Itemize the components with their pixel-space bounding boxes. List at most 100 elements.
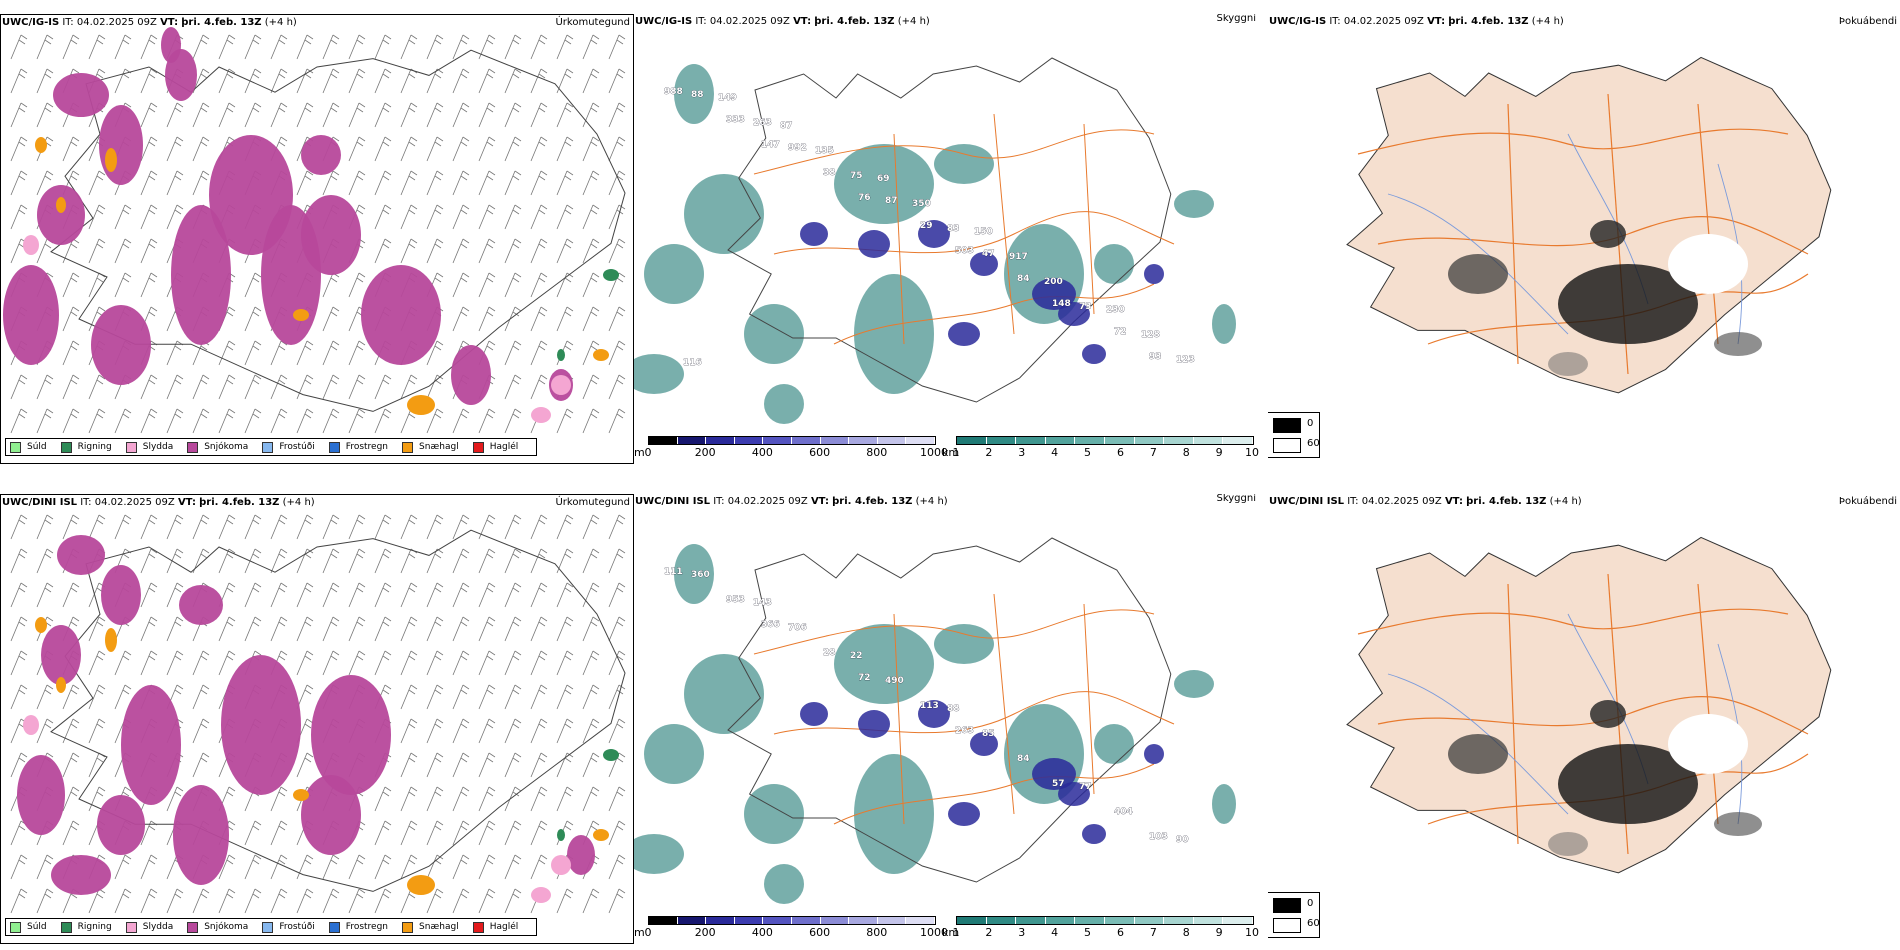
precip-map: [3, 27, 626, 434]
colorbar-strip: [648, 916, 936, 925]
colorbar-step: [1075, 917, 1105, 924]
precip-legend-swatch: [187, 921, 199, 933]
colorbar-step: [820, 917, 850, 924]
fog-legend: 0 60: [1268, 892, 1320, 938]
precip-legend-item: Haglél: [472, 441, 518, 453]
colorbar-step: [791, 437, 821, 444]
precip-type-panel-row2: UWC/DINI ISL IT: 04.02.2025 09Z VT: þri.…: [0, 494, 634, 944]
colorbar-step: [986, 437, 1017, 444]
colorbar-tick: 9: [1215, 446, 1223, 459]
ceiling-value-label: 47: [982, 249, 995, 259]
precip-legend: Súld Rigning Slydda Snjókoma Frostúði Frostre…: [5, 438, 538, 456]
ceiling-value-label: 83: [947, 224, 960, 234]
precip-legend-swatch: [262, 921, 274, 933]
colorbar-tick: 0: [644, 446, 652, 459]
colorbar-tick: 600: [809, 926, 831, 939]
colorbar-step: [1075, 437, 1105, 444]
colorbar-tick: 10: [1245, 926, 1259, 939]
fog-map: [1346, 536, 1832, 874]
colorbar-step: [706, 437, 735, 444]
ceiling-value-label: 263: [955, 726, 974, 736]
fog-panel-row1: UWC/IG-IS IT: 04.02.2025 09Z VT: þri. 4.…: [1268, 14, 1900, 464]
colorbar-tick: 9: [1215, 926, 1223, 939]
colorbar-tick: 8: [1182, 926, 1190, 939]
ceiling-value-label: 73: [1079, 302, 1092, 312]
precip-legend-item: Rigning: [60, 441, 112, 453]
ceiling-value-label: 123: [1176, 355, 1195, 365]
precip-legend-item: Frostregn: [328, 441, 389, 453]
precip-legend-label: Snjókoma: [204, 922, 249, 932]
ceiling-value-label: 917: [1009, 252, 1028, 262]
colorbar-step: [734, 437, 764, 444]
ceiling-value-label: 116: [683, 358, 702, 368]
colorbar-step: [849, 437, 878, 444]
colorbar-tick: 4: [1051, 446, 1059, 459]
colorbar-step: [1104, 437, 1135, 444]
ceiling-value-label: 28: [823, 648, 836, 658]
colorbar-tick: 0: [644, 926, 652, 939]
colorbar-step: [849, 917, 878, 924]
ceiling-value-label: 84: [1017, 274, 1030, 284]
panel-header: UWC/DINI ISL IT: 04.02.2025 09Z VT: þri.…: [2, 497, 315, 508]
precip-type-panel-row1: UWC/IG-IS IT: 04.02.2025 09Z VT: þri. 4.…: [0, 14, 634, 464]
precip-legend-label: Frostregn: [345, 442, 389, 452]
colorbar-tick: 200: [694, 446, 716, 459]
precip-legend-label: Haglél: [489, 922, 519, 932]
ceiling-value-label: 77: [1079, 782, 1092, 792]
ceiling-value-label: 57: [1052, 779, 1065, 789]
ceiling-visibility-map: 111 366 72 263 57 103 953 28 113 84 404 360 706 490 85…: [634, 537, 1236, 904]
ceiling-value-label: 88: [691, 90, 704, 100]
ceiling-value-label: 706: [788, 623, 807, 633]
precip-legend-label: Súld: [27, 922, 47, 932]
precip-legend-item: Rigning: [60, 921, 112, 933]
precip-legend-swatch: [402, 441, 414, 453]
colorbar-step: [1134, 437, 1165, 444]
precip-legend-swatch: [262, 441, 274, 453]
precip-legend-swatch: [10, 921, 21, 933]
ceiling-value-label: 149: [718, 93, 737, 103]
panel-header: UWC/IG-IS IT: 04.02.2025 09Z VT: þri. 4.…: [1269, 16, 1564, 27]
colorbar-strip: [648, 436, 936, 445]
colorbar-tick: 800: [866, 446, 888, 459]
ceiling-value-label: 988: [664, 87, 683, 97]
fog-legend: 0 60: [1268, 412, 1320, 458]
precip-legend-item: Haglél: [472, 921, 519, 933]
ceiling-value-label: 113: [920, 701, 939, 711]
precip-map: [10, 514, 626, 914]
colorbar-tick: 1: [952, 446, 960, 459]
precip-legend-swatch: [402, 921, 414, 933]
panel-header: UWC/IG-IS IT: 04.02.2025 09Z VT: þri. 4.…: [635, 16, 930, 27]
colorbar-step: [649, 437, 678, 444]
ceiling-value-label: 147: [761, 140, 780, 150]
precip-legend-swatch: [60, 921, 72, 933]
precip-legend-swatch: [472, 441, 484, 453]
precip-legend-swatch: [187, 441, 199, 453]
colorbar-tick: 400: [751, 446, 773, 459]
ceiling-value-label: 263: [753, 118, 772, 128]
ceiling-value-label: 143: [753, 598, 772, 608]
ceiling-value-label: 87: [780, 121, 793, 131]
colorbar-step: [677, 437, 707, 444]
colorbar-unit: km: [942, 926, 960, 939]
colorbar-step: [706, 917, 735, 924]
colorbar-tick: 3: [1018, 926, 1026, 939]
colorbar-step: [791, 917, 821, 924]
precip-legend-label: Slydda: [142, 922, 174, 932]
ceiling-value-label: 69: [877, 174, 890, 184]
ceiling-value-label: 88: [947, 704, 960, 714]
fog-legend-dark-label: 0: [1307, 418, 1314, 429]
colorbar-step: [877, 917, 907, 924]
precip-legend-item: Snjókoma: [187, 921, 249, 933]
colorbar-step: [1045, 437, 1076, 444]
panel-header: UWC/IG-IS IT: 04.02.2025 09Z VT: þri. 4.…: [2, 17, 297, 28]
ceiling-panel-row1: UWC/IG-IS IT: 04.02.2025 09Z VT: þri. 4.…: [634, 14, 1268, 464]
precip-legend-item: Slydda: [125, 441, 173, 453]
colorbar-step: [957, 917, 987, 924]
colorbar-step: [1223, 917, 1253, 924]
ceiling-panel-row2: UWC/DINI ISL IT: 04.02.2025 09Z VT: þri.…: [634, 494, 1268, 944]
colorbar-step: [1193, 437, 1224, 444]
precip-legend-swatch: [328, 921, 340, 933]
ceiling-value-label: 992: [788, 143, 807, 153]
panel-title: Skyggni: [1216, 14, 1256, 24]
precip-legend-item: Snæhagl: [402, 441, 459, 453]
